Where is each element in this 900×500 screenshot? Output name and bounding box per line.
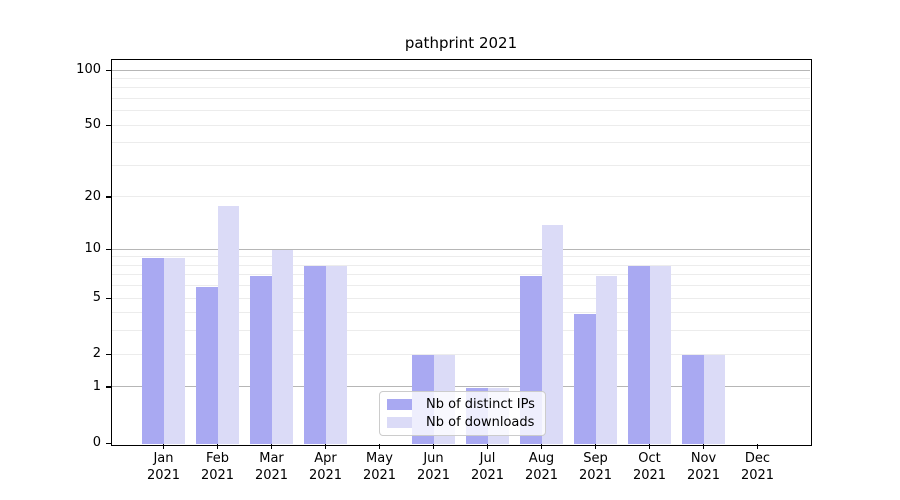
bar-distinct-ips xyxy=(628,266,650,444)
bar-downloads xyxy=(703,355,725,444)
gridline xyxy=(112,248,810,250)
bar-distinct-ips xyxy=(574,313,596,444)
x-tick-mark xyxy=(702,444,705,449)
gridline xyxy=(112,285,810,287)
x-tick-label: Apr 2021 xyxy=(308,451,343,483)
y-tick-mark xyxy=(105,297,112,299)
legend: Nb of distinct IPs Nb of downloads xyxy=(379,391,546,436)
x-tick-mark xyxy=(756,444,759,449)
bar-distinct-ips xyxy=(250,275,272,444)
bar-distinct-ips xyxy=(142,257,164,444)
gridline xyxy=(112,353,810,355)
x-tick-label: Aug 2021 xyxy=(524,451,559,483)
gridline xyxy=(112,264,810,266)
chart-title: pathprint 2021 xyxy=(404,34,518,52)
y-tick-mark xyxy=(105,196,112,198)
gridline xyxy=(112,274,810,276)
legend-label-downloads: Nb of downloads xyxy=(426,415,535,430)
y-tick-label: 0 xyxy=(92,435,101,450)
x-tick-label: Jan 2021 xyxy=(146,451,181,483)
x-tick-mark xyxy=(270,444,273,449)
x-tick-label: Sep 2021 xyxy=(578,451,613,483)
x-tick-label: Jun 2021 xyxy=(416,451,451,483)
x-tick-mark xyxy=(378,444,381,449)
bar-downloads xyxy=(541,225,563,444)
x-tick-label: Oct 2021 xyxy=(632,451,667,483)
bar-downloads xyxy=(595,275,617,444)
y-tick-label: 5 xyxy=(92,290,101,306)
gridline xyxy=(112,196,810,198)
bars-layer xyxy=(112,60,810,444)
x-tick-mark xyxy=(648,444,651,449)
gridline xyxy=(112,164,810,166)
y-tick-label: 50 xyxy=(84,117,101,133)
x-tick-mark xyxy=(324,444,327,449)
y-tick-label: 20 xyxy=(84,188,101,204)
x-tick-mark xyxy=(432,444,435,449)
y-tick-mark xyxy=(105,442,112,444)
bar-downloads xyxy=(271,250,293,444)
bar-distinct-ips xyxy=(304,266,326,444)
x-tick-mark xyxy=(594,444,597,449)
bar-downloads xyxy=(649,266,671,444)
gridline xyxy=(112,110,810,112)
y-tick-mark xyxy=(105,386,112,388)
x-tick-mark xyxy=(540,444,543,449)
legend-swatch-distinct-ips xyxy=(387,399,412,410)
gridline xyxy=(112,124,810,126)
bar-downloads xyxy=(325,266,347,444)
gridlines-layer xyxy=(112,60,810,444)
bar-distinct-ips xyxy=(682,355,704,444)
y-tick-label: 1 xyxy=(92,378,101,394)
gridline xyxy=(112,256,810,258)
legend-item-downloads: Nb of downloads xyxy=(387,414,539,431)
plot-area: Nb of distinct IPs Nb of downloads xyxy=(110,58,812,446)
x-tick-label: Nov 2021 xyxy=(686,451,721,483)
y-tick-label: 10 xyxy=(84,241,101,257)
y-tick-label: 2 xyxy=(92,346,101,362)
x-tick-mark xyxy=(486,444,489,449)
gridline xyxy=(112,297,810,299)
legend-item-distinct-ips: Nb of distinct IPs xyxy=(387,396,539,413)
bar-distinct-ips xyxy=(196,286,218,444)
x-tick-mark xyxy=(162,444,165,449)
gridline xyxy=(112,69,810,71)
gridline xyxy=(112,386,810,388)
gridline xyxy=(112,97,810,99)
gridline xyxy=(112,77,810,79)
y-tick-mark xyxy=(105,124,112,127)
y-tick-mark xyxy=(105,353,112,355)
x-tick-label: Dec 2021 xyxy=(740,451,775,483)
gridline xyxy=(112,142,810,144)
x-tick-label: Mar 2021 xyxy=(254,451,289,483)
bar-downloads xyxy=(217,206,239,444)
gridline xyxy=(112,312,810,314)
y-tick-label: 100 xyxy=(76,62,101,77)
x-tick-label: Jul 2021 xyxy=(470,451,505,483)
x-tick-label: May 2021 xyxy=(362,451,397,483)
legend-label-distinct-ips: Nb of distinct IPs xyxy=(426,397,535,412)
gridline xyxy=(112,87,810,89)
legend-swatch-downloads xyxy=(387,417,412,428)
bar-downloads xyxy=(163,257,185,444)
y-tick-mark xyxy=(105,248,112,250)
gridline xyxy=(112,330,810,332)
x-tick-label: Feb 2021 xyxy=(200,451,235,483)
y-tick-mark xyxy=(105,69,112,71)
x-tick-mark xyxy=(216,444,219,449)
